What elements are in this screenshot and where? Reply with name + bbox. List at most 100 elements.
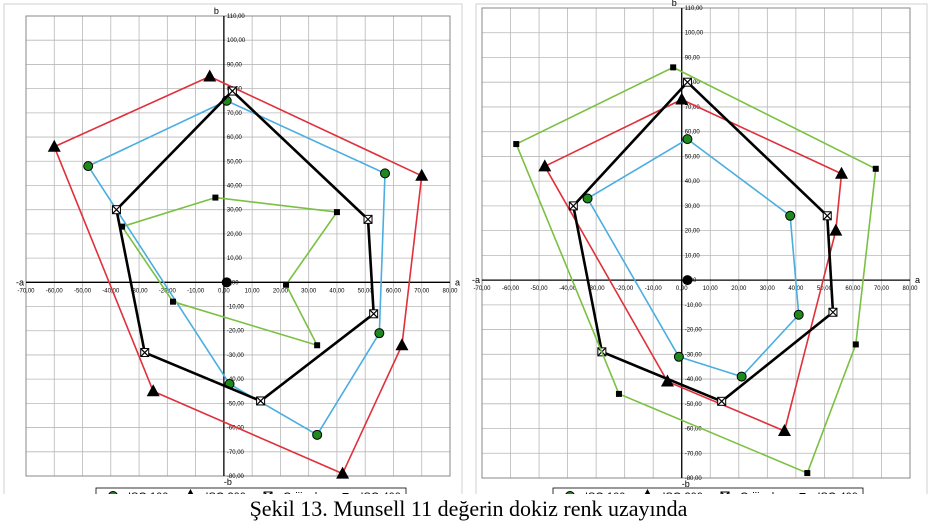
x-axis-positive-label: a bbox=[455, 277, 460, 287]
data-point-iso400 bbox=[283, 281, 290, 288]
x-tick-label: -50,00 bbox=[531, 286, 549, 292]
x-tick-label: 20,00 bbox=[731, 286, 747, 292]
data-point-iso400 bbox=[852, 341, 859, 348]
data-point-iso200 bbox=[675, 92, 689, 105]
y-tick-label: -10,00 bbox=[685, 303, 703, 309]
legend-label: ISO 400 bbox=[361, 491, 401, 494]
data-point-orijinal bbox=[717, 396, 727, 406]
data-point-iso200 bbox=[146, 384, 160, 397]
y-tick-label: 0,00 bbox=[227, 280, 239, 286]
series-iso200 bbox=[47, 69, 429, 479]
y-tick-label: 30,00 bbox=[685, 204, 701, 210]
y-axis-positive-label: b bbox=[672, 0, 677, 8]
data-point-iso100 bbox=[673, 351, 684, 362]
x-tick-label: -60,00 bbox=[46, 288, 64, 294]
legend-item-orijinal: Orijinal bbox=[263, 491, 317, 494]
data-point-orijinal bbox=[822, 211, 832, 221]
x-tick-label: 0,00 bbox=[218, 288, 230, 294]
legend-marker-iso400 bbox=[799, 493, 806, 494]
series-iso400 bbox=[119, 194, 340, 349]
x-tick-label: -50,00 bbox=[74, 288, 92, 294]
y-tick-label: 100,00 bbox=[227, 38, 246, 44]
legend-item-orijinal: Orijinal bbox=[720, 491, 774, 494]
series-iso100 bbox=[582, 134, 804, 382]
data-point-iso400 bbox=[804, 470, 811, 477]
y-tick-label: -70,00 bbox=[685, 451, 703, 457]
legend-item-iso100: ISO 100 bbox=[565, 491, 625, 494]
x-tick-label: 60,00 bbox=[845, 286, 861, 292]
data-point-iso200 bbox=[835, 166, 849, 179]
data-point-iso400 bbox=[333, 209, 340, 216]
y-axis-positive-label: b bbox=[214, 6, 219, 16]
origin-point bbox=[221, 277, 232, 288]
y-tick-label: 10,00 bbox=[685, 253, 701, 259]
legend-label: Orijinal bbox=[283, 491, 317, 494]
legend-item-iso200: ISO 200 bbox=[644, 489, 703, 494]
series-orijinal bbox=[111, 86, 379, 406]
y-tick-label: 110,00 bbox=[227, 14, 246, 20]
data-point-iso100 bbox=[83, 161, 94, 172]
chart-frame bbox=[3, 3, 463, 494]
legend-box bbox=[552, 487, 864, 494]
y-tick-label: -40,00 bbox=[685, 377, 703, 383]
x-tick-label: -20,00 bbox=[616, 286, 634, 292]
x-tick-label: -40,00 bbox=[559, 286, 577, 292]
x-tick-label: -10,00 bbox=[645, 286, 663, 292]
x-tick-label: -40,00 bbox=[102, 288, 120, 294]
y-tick-label: 90,00 bbox=[685, 55, 701, 61]
data-point-orijinal bbox=[363, 214, 373, 224]
x-tick-label: -30,00 bbox=[131, 288, 149, 294]
data-point-iso400 bbox=[169, 298, 176, 305]
x-tick-label: -70,00 bbox=[473, 286, 491, 292]
data-point-iso200 bbox=[829, 223, 843, 236]
data-point-orijinal bbox=[369, 309, 379, 319]
y-tick-label: 60,00 bbox=[685, 130, 701, 136]
x-axis-negative-label: -a bbox=[472, 275, 480, 285]
legend-marker-iso100 bbox=[565, 491, 575, 494]
x-tick-label: 70,00 bbox=[874, 286, 890, 292]
y-tick-label: -30,00 bbox=[227, 353, 245, 359]
y-tick-label: -10,00 bbox=[227, 305, 245, 311]
data-point-orijinal bbox=[828, 307, 838, 317]
x-tick-label: 60,00 bbox=[386, 288, 402, 294]
series-iso100 bbox=[83, 95, 390, 440]
data-point-iso100 bbox=[374, 328, 385, 339]
data-point-iso100 bbox=[736, 371, 747, 382]
chart-2: -70,00 -60,00 -50,00 -40,00 -30,00 -20,00 -10,… bbox=[472, 0, 928, 494]
x-tick-label: -60,00 bbox=[502, 286, 520, 292]
data-point-iso100 bbox=[682, 134, 693, 145]
plot-area bbox=[25, 15, 451, 477]
y-axis-negative-label: -b bbox=[224, 477, 232, 487]
data-point-iso200 bbox=[395, 338, 409, 351]
y-tick-label: 90,00 bbox=[227, 62, 243, 68]
legend-marker-iso100 bbox=[108, 491, 118, 494]
x-tick-label: -30,00 bbox=[588, 286, 606, 292]
y-tick-label: 30,00 bbox=[227, 208, 243, 214]
y-tick-label: -40,00 bbox=[227, 377, 245, 383]
y-tick-label: 70,00 bbox=[227, 111, 243, 117]
data-point-orijinal bbox=[140, 348, 150, 358]
y-tick-label: -80,00 bbox=[227, 474, 245, 480]
chart-frame bbox=[475, 3, 928, 494]
legend: ISO 100 ISO 200 Orijinal ISO 400 bbox=[95, 487, 407, 494]
x-tick-label: 50,00 bbox=[817, 286, 833, 292]
legend-label: Orijinal bbox=[740, 491, 774, 494]
data-point-iso400 bbox=[615, 390, 622, 397]
y-tick-label: 50,00 bbox=[685, 154, 701, 160]
x-tick-label: 10,00 bbox=[245, 288, 261, 294]
y-tick-label: -50,00 bbox=[685, 402, 703, 408]
y-tick-label: -60,00 bbox=[685, 427, 703, 433]
data-point-orijinal bbox=[227, 86, 237, 96]
series-iso400 bbox=[513, 64, 879, 477]
data-point-iso400 bbox=[872, 165, 879, 172]
data-point-iso200 bbox=[538, 159, 552, 172]
data-point-iso100 bbox=[379, 168, 390, 179]
x-tick-label: 30,00 bbox=[301, 288, 317, 294]
data-point-iso200 bbox=[47, 139, 61, 152]
y-tick-label: 110,00 bbox=[685, 6, 704, 12]
legend-label: ISO 200 bbox=[663, 491, 703, 494]
x-tick-label: -20,00 bbox=[159, 288, 177, 294]
y-tick-label: -80,00 bbox=[685, 476, 703, 482]
grid bbox=[481, 7, 911, 479]
x-tick-label: 80,00 bbox=[902, 286, 918, 292]
